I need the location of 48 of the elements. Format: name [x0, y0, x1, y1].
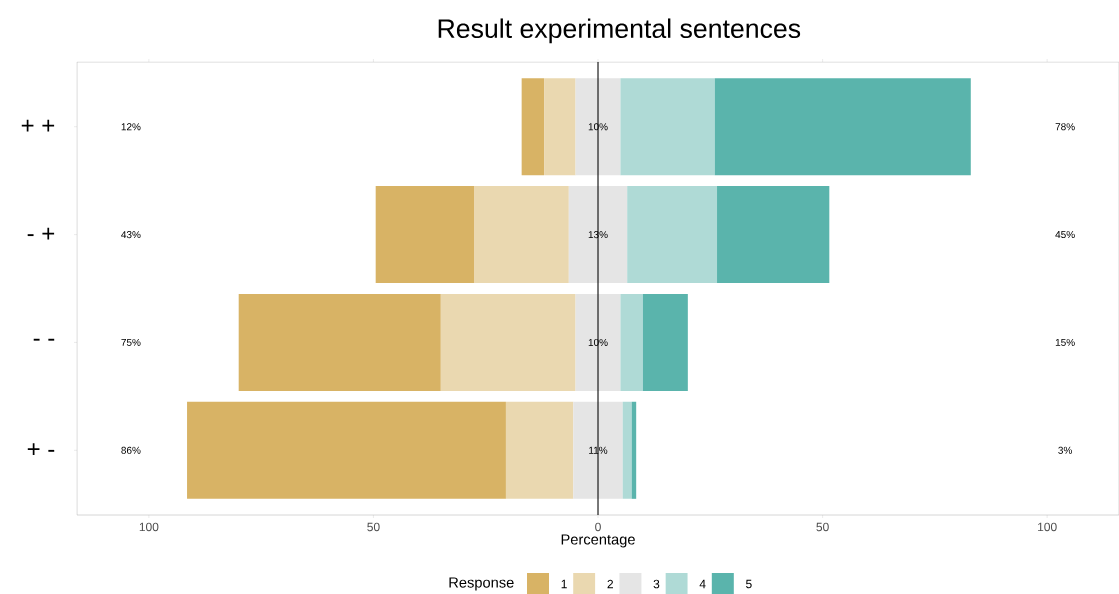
annotation: 12% — [121, 123, 141, 131]
bar — [622, 401, 632, 499]
x-tick-label: 0 — [595, 522, 601, 532]
x-tick-label: 50 — [816, 522, 829, 532]
x-tick-label: 50 — [367, 522, 380, 532]
bar — [627, 186, 718, 284]
bar — [714, 78, 971, 176]
y-tick-label: + + — [21, 119, 55, 132]
bar — [575, 293, 621, 391]
bar — [575, 78, 621, 176]
legend-label: 3 — [653, 579, 660, 589]
x-axis-title: Percentage — [561, 534, 635, 548]
annotation: 10% — [588, 123, 608, 131]
annotation: 78% — [1055, 123, 1075, 131]
bar — [568, 186, 628, 284]
legend-label: 4 — [699, 579, 706, 589]
annotation: 75% — [121, 338, 141, 346]
bar — [505, 401, 574, 499]
bar — [187, 401, 506, 499]
legend-label: 1 — [561, 579, 567, 589]
bar — [620, 293, 643, 391]
x-tick-label: 100 — [139, 522, 159, 532]
bar — [544, 78, 576, 176]
bar — [642, 293, 688, 391]
chart-title: Result experimental sentences — [438, 18, 801, 44]
bar — [521, 78, 545, 176]
legend-title: Response — [449, 577, 514, 591]
y-tick-label: - - — [33, 338, 55, 341]
bar — [620, 78, 715, 176]
bar — [375, 186, 475, 284]
bar — [474, 186, 569, 284]
bar — [717, 186, 830, 284]
annotation: 11% — [589, 446, 608, 454]
bar — [573, 401, 623, 499]
annotation: 86% — [121, 446, 141, 454]
annotation: 10% — [588, 338, 608, 346]
annotation: 13% — [588, 231, 608, 239]
annotation: 15% — [1055, 338, 1075, 346]
legend-label: 2 — [607, 579, 613, 589]
annotation: 43% — [121, 231, 141, 239]
x-tick-label: 100 — [1038, 522, 1057, 532]
bar — [440, 293, 576, 391]
bar — [238, 293, 441, 391]
y-tick-label: - + — [27, 227, 55, 240]
y-tick-label: + - — [27, 443, 55, 456]
legend-label: 5 — [746, 579, 752, 589]
annotation: 45% — [1055, 231, 1075, 239]
annotation: 3% — [1058, 446, 1072, 454]
